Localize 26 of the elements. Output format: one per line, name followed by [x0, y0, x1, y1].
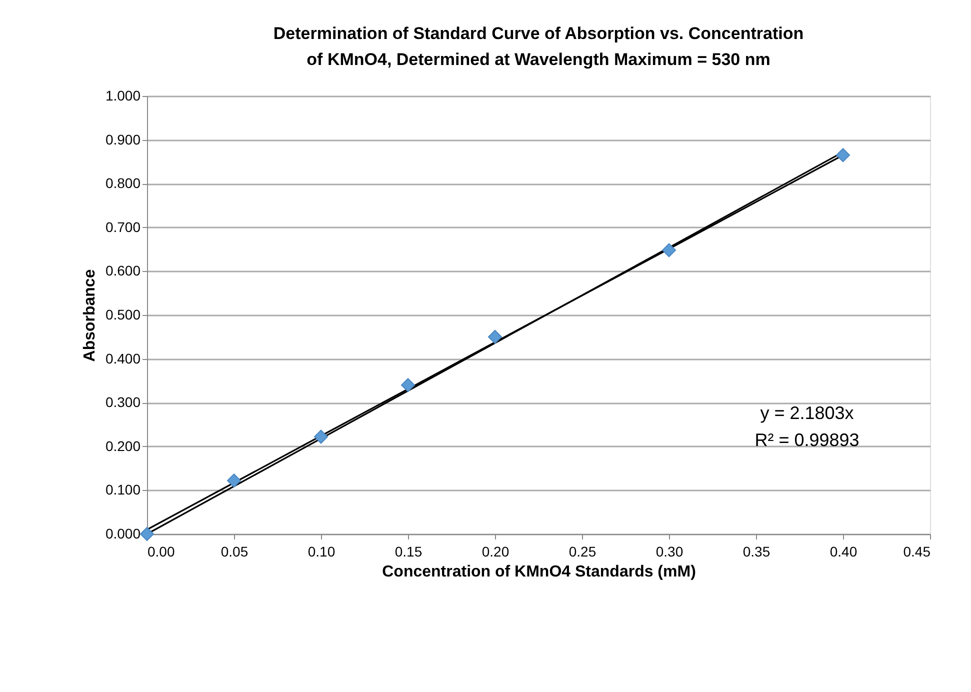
x-tick-label: 0.25 — [568, 544, 596, 560]
x-tick-label: 0.45 — [903, 544, 931, 560]
y-tick-label: 0.700 — [105, 218, 141, 235]
y-tick-label: 0.800 — [105, 175, 141, 192]
annotation: y = 2.1803x — [760, 403, 854, 423]
x-tick-label: 0.20 — [482, 544, 510, 560]
y-axis-title: Absorbance — [81, 269, 98, 362]
x-axis-title: Concentration of KMnO4 Standards (mM) — [382, 564, 696, 580]
annotation: R² = 0.99893 — [754, 430, 860, 450]
y-tick-label: 1.000 — [105, 88, 141, 104]
x-tick-label: 0.40 — [830, 544, 858, 560]
x-tick-label: 0.30 — [656, 544, 684, 560]
x-tick-label: 0.10 — [308, 544, 336, 560]
y-tick-label: 0.900 — [105, 131, 141, 148]
y-tick-label: 0.600 — [105, 262, 141, 279]
x-tick-label: 0.35 — [742, 544, 770, 560]
y-tick-label: 0.200 — [105, 438, 141, 454]
y-tick-label: 0.000 — [105, 526, 141, 542]
x-tick-label: 0.00 — [148, 544, 175, 560]
y-tick-label: 0.500 — [105, 306, 141, 322]
y-tick-label: 0.300 — [105, 394, 141, 410]
chart-title: Determination of Standard Curve of Absorption vs. Concentration of KMnO4, Determined at Wavelength Maximum = 530 nm — [273, 24, 804, 69]
y-tick-label: 0.400 — [105, 350, 141, 366]
y-tick-label: 0.100 — [105, 482, 141, 498]
x-tick-label: 0.05 — [220, 544, 248, 560]
x-tick-label: 0.15 — [394, 544, 422, 560]
